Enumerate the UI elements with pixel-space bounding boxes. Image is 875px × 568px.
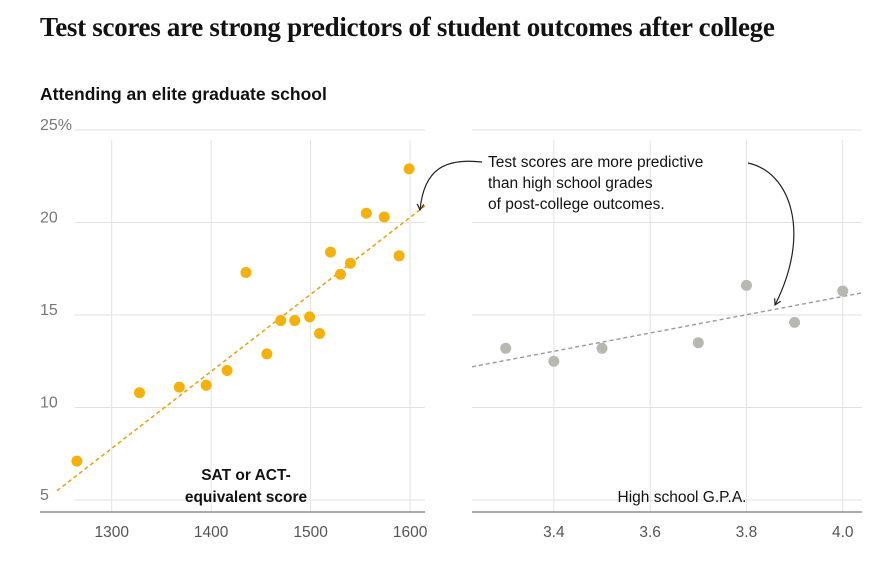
y-tick-label: 10 <box>40 395 58 412</box>
gpa-x-tick-label: 3.6 <box>639 524 661 541</box>
sat-data-point <box>261 348 273 360</box>
gpa-x-tick-label: 3.4 <box>543 524 565 541</box>
annotation-arrow-left <box>416 160 483 212</box>
annotation: Test scores are more predictive than high… <box>416 154 795 307</box>
gpa-x-tick-label: 4.0 <box>832 524 854 541</box>
sat-data-point <box>403 163 415 175</box>
sat-data-point <box>200 379 212 391</box>
sat-data-point <box>134 387 146 399</box>
sat-data-point <box>275 315 287 327</box>
gpa-data-point <box>596 342 608 354</box>
gpa-data-point <box>837 285 849 297</box>
sat-data-point <box>289 315 301 327</box>
gpa-panel: 3.4 3.6 3.8 4.0 High school G.P.A. <box>471 129 863 541</box>
sat-data-point <box>344 257 356 269</box>
sat-x-tick-label: 1600 <box>393 524 428 541</box>
sat-data-point <box>240 266 252 278</box>
gpa-data-point <box>789 316 801 328</box>
annotation-text-line: than high school grades <box>488 175 653 192</box>
sat-data-point <box>378 211 390 223</box>
sat-data-point <box>71 455 83 467</box>
chart-headline: Test scores are strong predictors of stu… <box>40 12 775 42</box>
sat-trendline <box>56 205 426 492</box>
sat-data-point <box>304 311 316 323</box>
y-tick-label: 25% <box>40 117 72 134</box>
annotation-text-line: Test scores are more predictive <box>488 154 703 171</box>
sat-x-axis-title-line1: SAT or ACT- <box>201 467 291 484</box>
gpa-data-point <box>692 337 704 349</box>
sat-x-axis-title-line2: equivalent score <box>185 489 308 506</box>
sat-x-tick-label: 1300 <box>94 524 129 541</box>
gpa-x-axis-title: High school G.P.A. <box>618 489 747 506</box>
gpa-x-tick-label: 3.8 <box>736 524 758 541</box>
annotation-text-line: of post-college outcomes. <box>488 196 665 213</box>
sat-data-point <box>393 250 405 262</box>
annotation-arrow-right <box>747 162 795 307</box>
chart-subheadline: Attending an elite graduate school <box>40 84 327 104</box>
gpa-data-point <box>740 279 752 291</box>
sat-x-tick-label: 1400 <box>194 524 229 541</box>
y-tick-label: 20 <box>40 210 58 227</box>
gpa-trendline <box>471 292 863 368</box>
gpa-data-point <box>548 355 560 367</box>
sat-score-panel: 5 10 15 20 25% 1300 1400 1500 1600 SAT or ACT-equ… <box>40 117 428 541</box>
sat-data-point <box>334 268 346 280</box>
sat-data-point <box>360 207 372 219</box>
y-tick-label: 15 <box>40 302 58 319</box>
sat-data-point <box>325 246 337 258</box>
sat-data-point <box>173 381 185 393</box>
sat-x-tick-label: 1500 <box>293 524 328 541</box>
sat-data-point <box>314 328 326 339</box>
sat-data-point <box>221 365 233 376</box>
y-tick-label: 5 <box>40 487 49 504</box>
gpa-data-point <box>500 342 512 354</box>
